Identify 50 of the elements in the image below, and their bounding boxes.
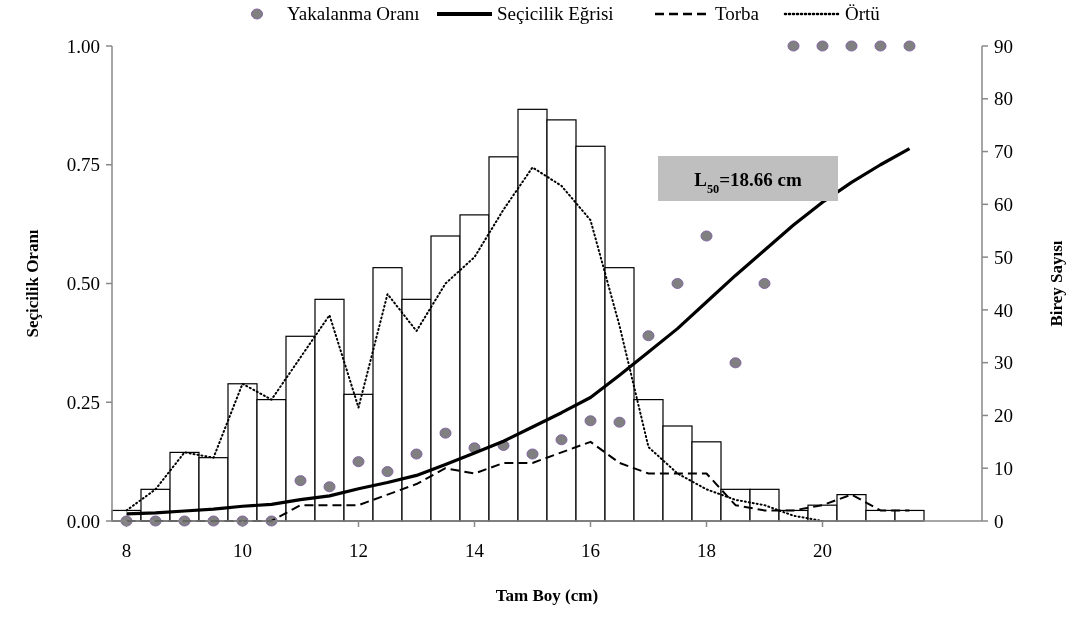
point	[526, 448, 539, 460]
point	[816, 40, 829, 52]
point	[352, 456, 365, 468]
point	[845, 40, 858, 52]
y2-axis-title: Birey Sayısı	[1047, 240, 1066, 327]
y2-tick-label: 60	[994, 193, 1013, 215]
y-tick-label: 1.00	[66, 35, 100, 57]
y2-tick-label: 0	[994, 510, 1004, 532]
legend-label: Örtü	[845, 3, 881, 24]
y-tick-label: 0.50	[66, 273, 100, 295]
y-axis-title: Seçicilik Oranı	[23, 229, 42, 338]
y-tick-label: 0.25	[66, 391, 100, 413]
point	[584, 415, 597, 427]
y2-tick-label: 20	[994, 405, 1013, 427]
x-tick-label: 14	[465, 540, 485, 561]
x-tick-label: 20	[813, 540, 832, 561]
annotation: L$_{50}$=18.66 cm	[694, 169, 802, 196]
y2-tick-label: 50	[994, 246, 1013, 268]
point	[758, 278, 771, 289]
x-axis-title: Tam Boy (cm)	[495, 586, 599, 605]
x-tick-label: 16	[581, 540, 600, 561]
y-tick-label: 0.00	[66, 510, 100, 532]
point	[903, 40, 916, 52]
point	[439, 427, 452, 439]
point	[410, 448, 423, 460]
legend-label: Yakalanma Oranı	[287, 3, 420, 24]
y-tick-label: 0.75	[66, 154, 100, 176]
point	[381, 466, 394, 478]
x-tick-label: 18	[697, 540, 716, 561]
y2-tick-label: 40	[994, 299, 1013, 321]
point	[294, 475, 307, 487]
y2-tick-label: 80	[994, 88, 1013, 110]
legend-label: Seçicilik Eğrisi	[497, 3, 614, 24]
legend-label: Torba	[715, 3, 760, 24]
y2-tick-label: 90	[994, 35, 1013, 57]
point	[671, 278, 684, 289]
x-tick-label: 12	[349, 540, 368, 561]
point	[729, 357, 742, 369]
y2-tick-label: 30	[994, 352, 1013, 374]
point	[323, 481, 336, 493]
x-tick-label: 10	[233, 540, 252, 561]
point	[613, 416, 626, 428]
y2-tick-label: 10	[994, 457, 1013, 479]
point	[787, 40, 800, 52]
y2-tick-label: 70	[994, 141, 1013, 163]
point	[700, 230, 713, 242]
point	[874, 40, 887, 52]
point	[642, 330, 655, 342]
x-tick-label: 8	[121, 540, 132, 561]
point	[555, 434, 568, 446]
